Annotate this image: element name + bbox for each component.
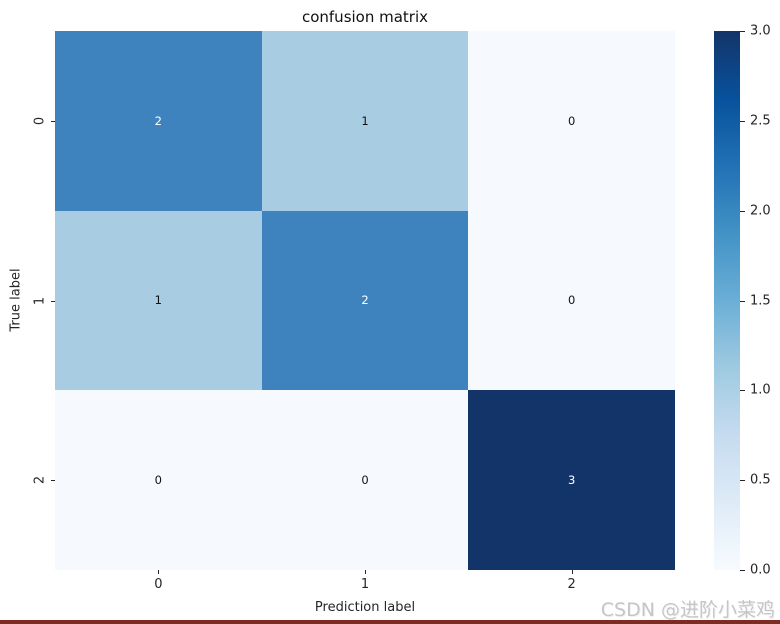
- heatmap-cell: 2: [55, 31, 262, 211]
- colorbar: [714, 31, 740, 570]
- cell-value: 0: [154, 473, 162, 488]
- heatmap-cell: 3: [468, 390, 675, 570]
- cell-value: 1: [361, 113, 369, 128]
- y-tick-mark: [51, 480, 55, 482]
- colorbar-tick-label: 1.5: [750, 293, 771, 308]
- cell-value: 0: [567, 113, 576, 128]
- x-tick-mark: [158, 570, 160, 574]
- x-tick-label: 2: [567, 577, 576, 592]
- colorbar-tick-label: 0.0: [750, 562, 771, 578]
- colorbar-tick-label: 2.0: [750, 203, 771, 219]
- heatmap-cell: 0: [468, 31, 675, 211]
- colorbar-tick-mark: [740, 300, 745, 302]
- heatmap-cell: 0: [261, 390, 469, 570]
- colorbar-tick-mark: [740, 570, 745, 571]
- y-tick-mark: [51, 300, 55, 302]
- x-tick-mark: [365, 570, 366, 574]
- heatmap-cell: 0: [55, 390, 262, 570]
- y-tick-label: 1: [32, 296, 48, 305]
- cell-value: 0: [361, 473, 369, 488]
- cell-value: 3: [567, 473, 576, 488]
- chart-title: confusion matrix: [301, 8, 429, 26]
- heatmap-cell: 0: [468, 210, 675, 391]
- cell-value: 2: [154, 113, 162, 128]
- heatmap-cell: 1: [261, 31, 469, 211]
- y-tick-mark: [51, 120, 55, 122]
- x-tick-label: 0: [154, 577, 163, 592]
- y-tick-label: 0: [32, 116, 48, 125]
- colorbar-tick-mark: [740, 480, 745, 482]
- colorbar-tick-mark: [740, 390, 745, 392]
- y-tick-label: 2: [32, 476, 48, 485]
- colorbar-tick-label: 3.0: [750, 23, 771, 39]
- x-axis-label: Prediction label: [314, 600, 416, 615]
- y-axis-label: True label: [8, 268, 24, 332]
- colorbar-tick-mark: [740, 210, 745, 212]
- bottom-red-bar: [0, 620, 780, 624]
- cell-value: 1: [154, 293, 162, 308]
- colorbar-tick-label: 1.0: [750, 382, 771, 398]
- cell-value: 0: [567, 293, 576, 308]
- heatmap-cell: 1: [55, 210, 262, 391]
- x-tick-label: 1: [360, 577, 370, 592]
- colorbar-tick-label: 2.5: [750, 113, 771, 129]
- heatmap-cell: 2: [261, 210, 469, 391]
- colorbar-tick-mark: [740, 31, 745, 32]
- x-tick-mark: [571, 570, 573, 574]
- colorbar-tick-label: 0.5: [750, 472, 771, 488]
- watermark-text: CSDN @进阶小菜鸡: [600, 599, 775, 621]
- heatmap: 2 1 0 1 2 0 0 0 3: [55, 31, 675, 570]
- cell-value: 2: [361, 293, 369, 308]
- colorbar-tick-mark: [740, 120, 745, 122]
